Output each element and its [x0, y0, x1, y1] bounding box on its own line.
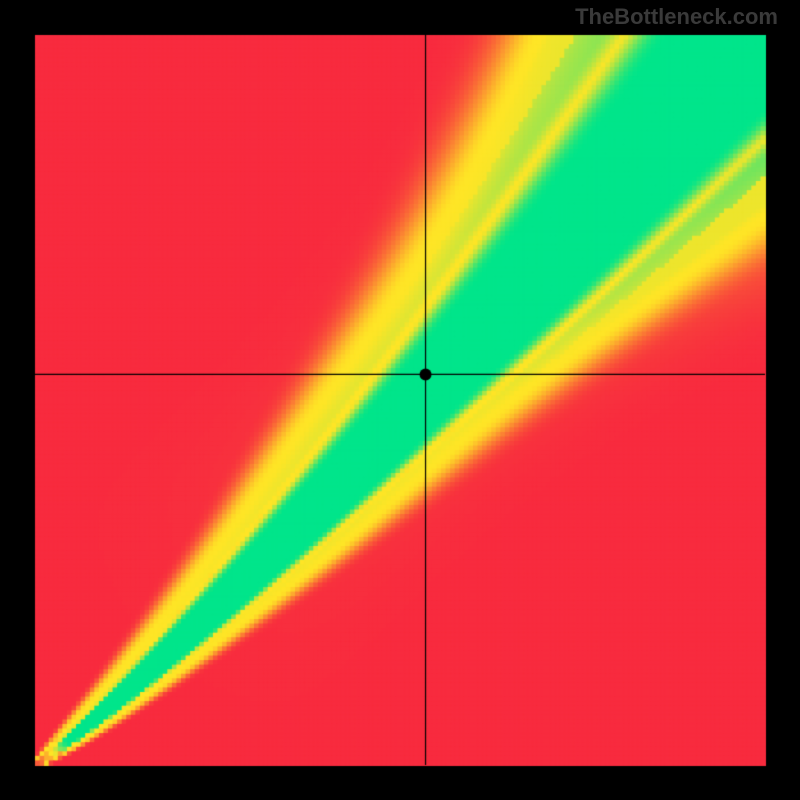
chart-container: { "meta": { "watermark_text": "TheBottle…: [0, 0, 800, 800]
watermark-text: TheBottleneck.com: [575, 4, 778, 30]
bottleneck-heatmap: [0, 0, 800, 800]
